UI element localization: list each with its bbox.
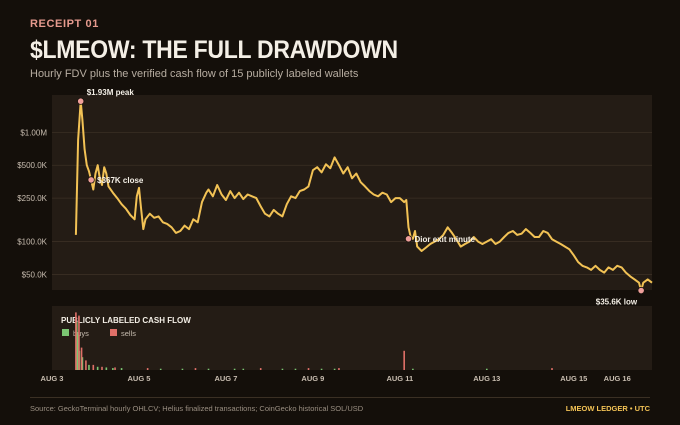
annotation-marker bbox=[87, 176, 95, 184]
cashflow-bar-buys bbox=[294, 368, 297, 370]
cashflow-bar-sells bbox=[259, 368, 262, 370]
cashflow-bar-buys bbox=[105, 367, 108, 370]
cashflow-bar-buys bbox=[412, 368, 414, 370]
source-note: Source: GeckoTerminal hourly OHLCV; Heli… bbox=[30, 404, 364, 413]
cashflow-bar-buys bbox=[233, 368, 236, 370]
cashflow-bar-buys bbox=[181, 368, 184, 370]
cashflow-bar-buys bbox=[75, 322, 78, 370]
annotation-label: Dior exit minute bbox=[415, 235, 476, 244]
cashflow-bar-buys bbox=[81, 357, 84, 370]
annotation-marker bbox=[637, 286, 645, 295]
fdv-line bbox=[74, 100, 653, 292]
cashflow-bar-sells bbox=[85, 360, 87, 370]
y-tick-label: $50.0K bbox=[22, 270, 48, 279]
legend-swatch-buys bbox=[62, 329, 69, 336]
annotation-label: $1.93M peak bbox=[87, 88, 135, 97]
cashflow-panel bbox=[52, 306, 652, 370]
cashflow-title: PUBLICLY LABELED CASH FLOW bbox=[61, 316, 191, 325]
cashflow-bar-buys bbox=[242, 368, 245, 370]
price-panel bbox=[52, 95, 652, 290]
legend-swatch-sells bbox=[110, 329, 117, 336]
cashflow-bar-sells bbox=[101, 366, 103, 370]
y-tick-label: $500.0K bbox=[17, 161, 47, 170]
page-title: $LMEOW: THE FULL DRAWDOWN bbox=[30, 36, 398, 64]
cashflow-bar-buys bbox=[112, 368, 114, 370]
cashflow-bar-sells bbox=[194, 368, 197, 370]
brand-label: LMEOW LEDGER • UTC bbox=[565, 404, 650, 413]
cashflow-bar-sells bbox=[338, 368, 340, 370]
cashflow-bar-buys bbox=[120, 368, 123, 370]
cashflow-bar-sells bbox=[146, 368, 149, 370]
cashflow-bar-sells bbox=[92, 364, 95, 370]
x-tick-label: AUG 13 bbox=[473, 374, 500, 383]
x-tick-label: AUG 16 bbox=[604, 374, 631, 383]
cashflow-bar-sells bbox=[114, 367, 116, 370]
x-tick-label: AUG 9 bbox=[301, 374, 324, 383]
eyebrow-label: RECEIPT 01 bbox=[30, 18, 99, 30]
x-tick-label: AUG 3 bbox=[41, 374, 64, 383]
cashflow-bar-sells bbox=[75, 312, 77, 370]
cashflow-bar-sells bbox=[80, 347, 83, 370]
legend-label-buys: buys bbox=[73, 329, 89, 338]
annotation-marker bbox=[77, 97, 85, 105]
annotation-label: $367K close bbox=[97, 176, 144, 185]
x-tick-label: AUG 5 bbox=[127, 374, 150, 383]
cashflow-bar-buys bbox=[485, 368, 488, 370]
x-tick-label: AUG 7 bbox=[214, 374, 237, 383]
page-subtitle: Hourly FDV plus the verified cash flow o… bbox=[30, 68, 359, 80]
x-tick-label: AUG 11 bbox=[386, 374, 413, 383]
footer-divider bbox=[30, 397, 650, 398]
cashflow-bar-buys bbox=[159, 368, 162, 370]
cashflow-bar-buys bbox=[88, 364, 90, 370]
y-tick-label: $100.0K bbox=[17, 238, 47, 247]
cashflow-bar-buys bbox=[333, 368, 336, 370]
cashflow-bar-buys bbox=[96, 366, 99, 370]
cashflow-bar-buys bbox=[207, 368, 210, 370]
x-tick-label: AUG 15 bbox=[560, 374, 587, 383]
annotation-marker bbox=[404, 235, 413, 243]
y-tick-label: $250.0K bbox=[17, 194, 47, 203]
cashflow-bar-buys bbox=[320, 368, 323, 370]
cashflow-bar-sells bbox=[78, 315, 80, 370]
cashflow-bar-buys bbox=[281, 368, 284, 370]
cashflow-bar-sells bbox=[307, 368, 310, 370]
annotation-label: $35.6K low bbox=[596, 298, 638, 307]
cashflow-bar-buys bbox=[77, 334, 79, 370]
legend-label-sells: sells bbox=[121, 329, 136, 338]
cashflow-bar-sells bbox=[551, 368, 553, 370]
cashflow-bar-sells bbox=[403, 350, 405, 370]
y-tick-label: $1.00M bbox=[20, 128, 47, 137]
